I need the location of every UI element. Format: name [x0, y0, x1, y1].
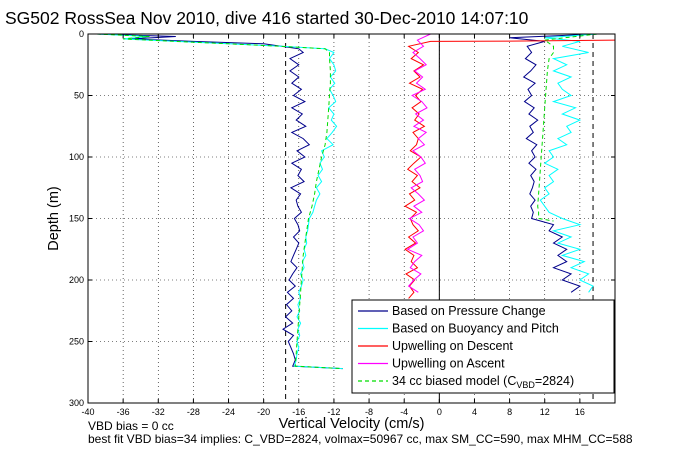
x-tick-label: -16: [292, 407, 305, 417]
series-line-ascent: [406, 33, 431, 293]
y-tick-label: 0: [79, 29, 84, 39]
legend-label-descent: Upwelling on Descent: [392, 339, 513, 353]
footer-line-2: best fit VBD bias=34 implies: C_VBD=2824…: [88, 432, 633, 446]
x-tick-label: -40: [81, 407, 94, 417]
x-tick-label: -4: [400, 407, 408, 417]
x-tick-label: 16: [575, 407, 585, 417]
legend-label-pressure: Based on Pressure Change: [392, 304, 546, 318]
y-tick-label: 250: [69, 337, 84, 347]
axis-ticks: -40 -36 -32 -28 -24 -20 -16 -12 -8 -4 0 4 8 12 1605010…: [69, 29, 615, 417]
chart-title: SG502 RossSea Nov 2010, dive 416 started…: [5, 8, 529, 28]
legend-label-subscript: VBD: [516, 380, 535, 390]
x-axis-label: Vertical Velocity (cm/s): [279, 416, 425, 432]
series-line-pressure: [96, 33, 343, 370]
series-line-model: [96, 33, 343, 370]
x-tick-label: 4: [472, 407, 477, 417]
x-tick-label: -36: [117, 407, 130, 417]
x-tick-label: -32: [152, 407, 165, 417]
x-tick-label: -20: [257, 407, 270, 417]
chart-legend: Based on Pressure Change Based on Buoyanc…: [351, 299, 615, 394]
x-tick-label: -24: [222, 407, 235, 417]
series-line-descent: [404, 39, 616, 299]
x-tick-label: -8: [365, 407, 373, 417]
x-tick-label: 8: [507, 407, 512, 417]
footer-line-1: VBD bias = 0 cc: [88, 419, 174, 433]
y-tick-label: 100: [69, 152, 84, 162]
legend-box: [351, 299, 615, 394]
x-tick-label: 12: [540, 407, 550, 417]
legend-label-ascent: Upwelling on Ascent: [392, 357, 505, 371]
y-tick-label: 300: [69, 398, 84, 408]
y-axis-label: Depth (m): [46, 186, 62, 250]
y-tick-label: 200: [69, 275, 84, 285]
legend-label-buoyancy: Based on Buoyancy and Pitch: [392, 322, 559, 336]
series-layer: [96, 33, 616, 370]
x-tick-label: 0: [437, 407, 442, 417]
series-line-pressure: [509, 33, 598, 293]
series-line-model: [537, 33, 598, 222]
legend-label-model: 34 cc biased model (CVBD=2824): [392, 374, 574, 390]
x-tick-label: -28: [187, 407, 200, 417]
x-tick-label: -12: [327, 407, 340, 417]
legend-label-suffix: =2824): [535, 374, 574, 388]
y-tick-label: 150: [69, 214, 84, 224]
series-line-buoyancy: [539, 33, 598, 293]
y-tick-label: 50: [74, 91, 84, 101]
